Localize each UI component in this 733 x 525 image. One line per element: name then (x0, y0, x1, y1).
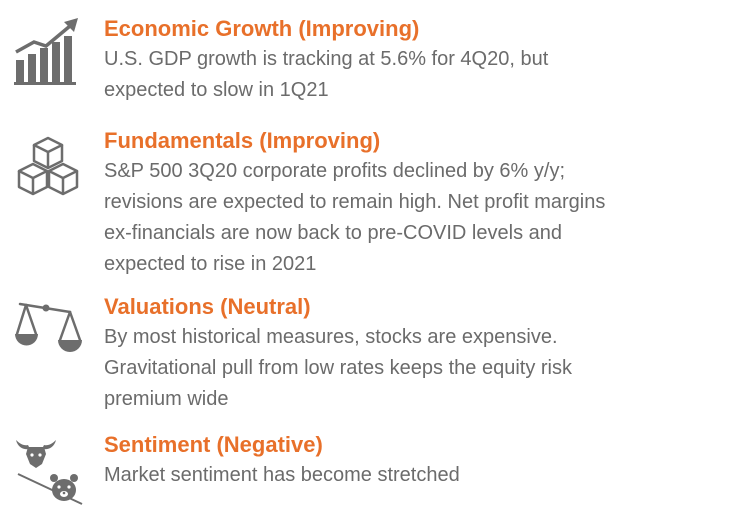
bull-bear-icon (14, 434, 83, 505)
item-title: Valuations (Neutral) (104, 294, 311, 319)
description-line: expected to slow in 1Q21 (104, 79, 329, 101)
item-title: Sentiment (Negative) (104, 432, 323, 457)
cubes-icon (14, 136, 82, 204)
description-line: revisions are expected to remain high. N… (104, 191, 606, 213)
scales-icon (14, 296, 82, 364)
item-title: Fundamentals (Improving) (104, 128, 381, 153)
item-description: Market sentiment has become stretched (104, 460, 724, 491)
description-line: S&P 500 3Q20 corporate profits declined … (104, 160, 566, 182)
description-line: expected to rise in 2021 (104, 253, 317, 275)
description-line: Market sentiment has become stretched (104, 464, 460, 486)
description-line: By most historical measures, stocks are … (104, 326, 558, 348)
item-description: U.S. GDP growth is tracking at 5.6% for … (104, 44, 724, 106)
description-line: U.S. GDP growth is tracking at 5.6% for … (104, 48, 549, 70)
item-title: Economic Growth (Improving) (104, 16, 420, 41)
description-line: ex-financials are now back to pre-COVID … (104, 222, 562, 244)
description-line: premium wide (104, 388, 229, 410)
growth-chart-icon (14, 18, 82, 86)
item-description: By most historical measures, stocks are … (104, 322, 724, 415)
description-line: Gravitational pull from low rates keeps … (104, 357, 572, 379)
item-description: S&P 500 3Q20 corporate profits declined … (104, 156, 724, 280)
